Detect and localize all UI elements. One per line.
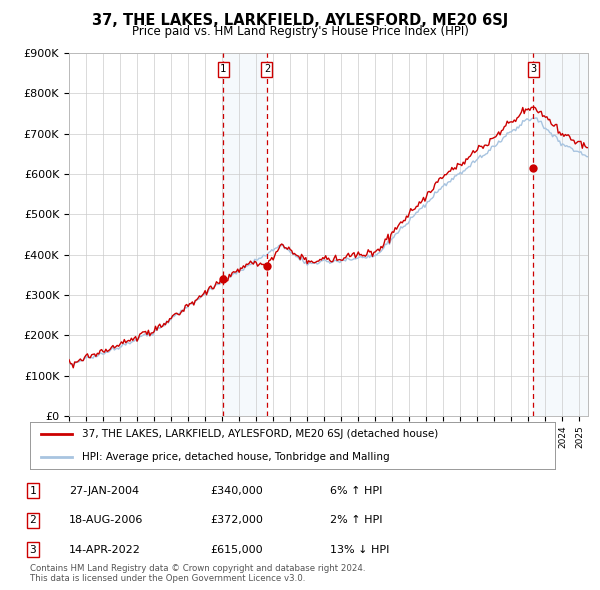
Text: 2: 2 [264, 64, 270, 74]
Text: Contains HM Land Registry data © Crown copyright and database right 2024.
This d: Contains HM Land Registry data © Crown c… [30, 563, 365, 583]
Text: 2: 2 [29, 516, 37, 525]
Text: 3: 3 [530, 64, 536, 74]
Text: £372,000: £372,000 [210, 516, 263, 525]
Text: £340,000: £340,000 [210, 486, 263, 496]
Text: 3: 3 [29, 545, 37, 555]
Bar [223, 53, 267, 416]
Text: 1: 1 [220, 64, 226, 74]
Text: £615,000: £615,000 [210, 545, 263, 555]
Text: 27-JAN-2004: 27-JAN-2004 [69, 486, 139, 496]
Bar [533, 53, 588, 416]
Text: 37, THE LAKES, LARKFIELD, AYLESFORD, ME20 6SJ (detached house): 37, THE LAKES, LARKFIELD, AYLESFORD, ME2… [83, 429, 439, 438]
Text: 14-APR-2022: 14-APR-2022 [69, 545, 141, 555]
Text: 2% ↑ HPI: 2% ↑ HPI [330, 516, 383, 525]
Text: 1: 1 [29, 486, 37, 496]
Text: 13% ↓ HPI: 13% ↓ HPI [330, 545, 389, 555]
Text: 18-AUG-2006: 18-AUG-2006 [69, 516, 143, 525]
Text: 37, THE LAKES, LARKFIELD, AYLESFORD, ME20 6SJ: 37, THE LAKES, LARKFIELD, AYLESFORD, ME2… [92, 13, 508, 28]
Text: 6% ↑ HPI: 6% ↑ HPI [330, 486, 382, 496]
Text: Price paid vs. HM Land Registry's House Price Index (HPI): Price paid vs. HM Land Registry's House … [131, 25, 469, 38]
Text: HPI: Average price, detached house, Tonbridge and Malling: HPI: Average price, detached house, Tonb… [83, 453, 390, 462]
